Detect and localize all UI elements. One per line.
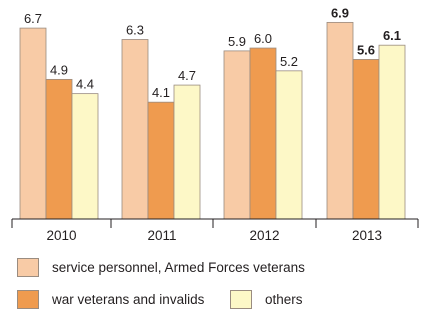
bar-service-personnel-armed--2011 [121, 39, 149, 220]
value-labels-layer: 6.7 4.9 4.4 6.3 4.1 4.7 5.9 6.0 5.2 6.9 5.6 6.1 [24, 5, 401, 100]
value-label-2010-2: 4.4 [76, 77, 94, 92]
bar-others-2011 [173, 84, 201, 220]
bar-service-personnel-armed--2012 [223, 50, 251, 220]
value-label-2012-0: 5.9 [228, 34, 246, 49]
bar-war-veterans-and-invalid-2012 [249, 47, 277, 220]
x-tick-label-2010: 2010 [46, 228, 76, 243]
value-label-2012-2: 5.2 [280, 54, 298, 69]
bar-others-2013 [378, 44, 406, 220]
bar-service-personnel-armed--2013 [326, 21, 354, 220]
bars-layer [19, 21, 406, 220]
value-label-2013-2: 6.1 [383, 28, 401, 43]
value-label-2012-1: 6.0 [254, 31, 272, 46]
x-tick-label-2011: 2011 [147, 228, 176, 243]
bar-service-personnel-armed--2010 [19, 27, 47, 220]
value-label-2010-1: 4.9 [50, 62, 68, 77]
bar-war-veterans-and-invalid-2010 [45, 78, 73, 220]
value-label-2011-2: 4.7 [178, 68, 196, 83]
value-label-2013-0: 6.9 [331, 5, 349, 20]
x-tick-labels-layer: 2010 2011 2012 2013 [46, 228, 382, 243]
bar-others-2010 [71, 93, 99, 220]
x-tick-label-2012: 2012 [249, 228, 279, 243]
bar-others-2012 [275, 70, 303, 220]
bar-war-veterans-and-invalid-2013 [352, 59, 380, 220]
x-ticks-layer [11, 219, 419, 228]
value-label-2011-1: 4.1 [152, 85, 170, 100]
value-label-2013-1: 5.6 [357, 42, 375, 57]
bar-war-veterans-and-invalid-2011 [147, 101, 175, 220]
value-label-2011-0: 6.3 [126, 22, 144, 37]
x-tick-label-2013: 2013 [352, 228, 382, 243]
value-label-2010-0: 6.7 [24, 11, 42, 26]
